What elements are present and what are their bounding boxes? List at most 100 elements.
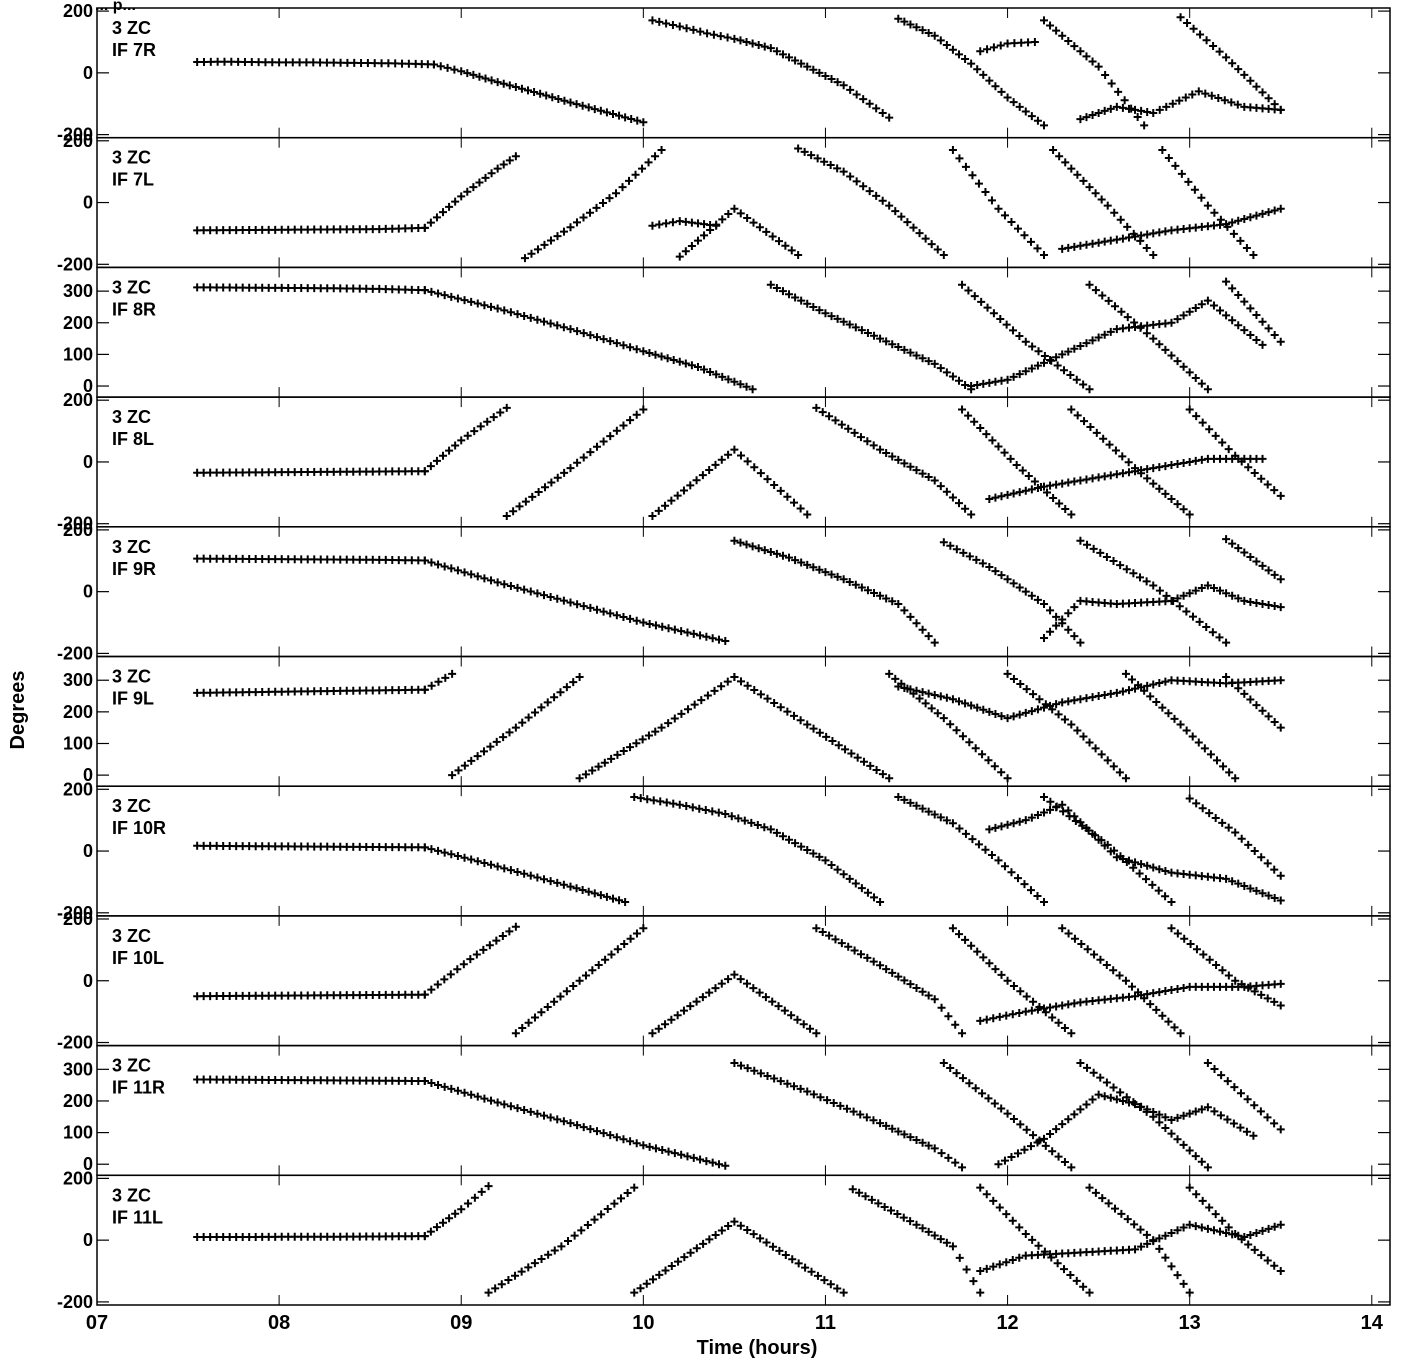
data-point: [599, 198, 608, 207]
data-point: [627, 114, 636, 123]
data-point: [1176, 13, 1185, 22]
data-point: [708, 1158, 717, 1167]
data-point: [794, 1259, 803, 1268]
x-tick-label: 11: [815, 1312, 836, 1334]
data-point: [742, 540, 751, 549]
data-series: [420, 843, 630, 907]
data-point: [484, 1288, 493, 1297]
data-point: [1097, 750, 1106, 759]
data-point: [1073, 411, 1082, 420]
data-point: [869, 957, 878, 966]
data-point: [670, 1149, 679, 1158]
data-point: [724, 975, 733, 984]
data-point: [989, 1262, 998, 1271]
data-point: [785, 53, 794, 62]
data-point: [958, 732, 967, 741]
data-point: [1276, 723, 1285, 732]
data-point: [807, 1267, 816, 1276]
data-point: [693, 236, 702, 245]
data-point: [1070, 632, 1079, 641]
y-tick-label: 100: [63, 344, 93, 364]
data-point: [639, 924, 648, 933]
data-point: [1027, 1006, 1036, 1015]
data-point: [681, 247, 690, 256]
data-point: [906, 1133, 915, 1142]
data-point: [1258, 317, 1267, 326]
data-point: [638, 735, 647, 744]
data-point: [1252, 886, 1261, 895]
data-point: [1033, 892, 1042, 901]
data-series: [939, 1059, 1076, 1172]
data-point: [579, 453, 588, 462]
data-series: [193, 223, 429, 235]
data-point: [933, 709, 942, 718]
data-point: [1214, 93, 1223, 102]
data-point: [967, 510, 976, 519]
data-point: [648, 511, 657, 520]
data-point: [1202, 623, 1211, 632]
data-point: [1090, 950, 1099, 959]
data-point: [432, 1223, 441, 1232]
data-point: [1076, 241, 1085, 250]
data-point: [1034, 1241, 1043, 1250]
data-series: [1076, 536, 1231, 647]
data-point: [869, 441, 878, 450]
data-point: [696, 1155, 705, 1164]
data-point: [839, 317, 848, 326]
data-point: [1096, 955, 1105, 964]
data-point: [1270, 1222, 1279, 1231]
data-point: [1070, 242, 1079, 251]
data-point: [737, 451, 746, 460]
data-point: [894, 455, 903, 464]
data-point: [1009, 674, 1018, 683]
data-point: [608, 110, 617, 119]
data-point: [619, 747, 628, 756]
data-point: [708, 807, 717, 816]
data-point: [643, 795, 652, 804]
data-point: [706, 367, 715, 376]
data-point: [480, 859, 489, 868]
data-point: [480, 574, 489, 583]
data-point: [955, 154, 964, 163]
data-point: [1020, 1145, 1029, 1154]
data-point: [837, 939, 846, 948]
data-point: [1155, 988, 1164, 997]
data-point: [756, 1069, 765, 1078]
data-point: [1203, 1163, 1212, 1172]
data-point: [644, 158, 653, 167]
data-point: [1100, 841, 1109, 850]
data-point: [1202, 36, 1211, 45]
data-point: [1046, 701, 1055, 710]
data-point: [1022, 992, 1031, 1001]
panel-if-label: IF 7R: [112, 40, 156, 60]
data-point: [1155, 1110, 1164, 1119]
data-point: [985, 825, 994, 834]
panel-if-label: IF 11R: [112, 1078, 165, 1098]
data-point: [762, 1238, 771, 1247]
data-point: [867, 1195, 876, 1204]
data-point: [1197, 379, 1206, 388]
data-point: [912, 23, 921, 32]
data-point: [755, 223, 764, 232]
data-point: [1079, 176, 1088, 185]
data-point: [1143, 474, 1152, 483]
data-point: [1252, 311, 1261, 320]
data-point: [876, 591, 885, 600]
data-point: [1209, 1226, 1218, 1235]
data-point: [1021, 1007, 1030, 1016]
data-point: [803, 720, 812, 729]
data-point: [930, 810, 939, 819]
data-point: [1184, 177, 1193, 186]
data-point: [796, 504, 805, 513]
data-point: [1209, 584, 1218, 593]
data-point: [1094, 692, 1103, 701]
data-point: [460, 853, 469, 862]
data-point: [978, 750, 987, 759]
y-tick-label: 200: [63, 1091, 93, 1111]
data-point: [1167, 461, 1176, 470]
data-point: [1017, 38, 1026, 47]
data-point: [632, 616, 641, 625]
data-point: [893, 1210, 902, 1219]
data-point: [930, 31, 939, 40]
